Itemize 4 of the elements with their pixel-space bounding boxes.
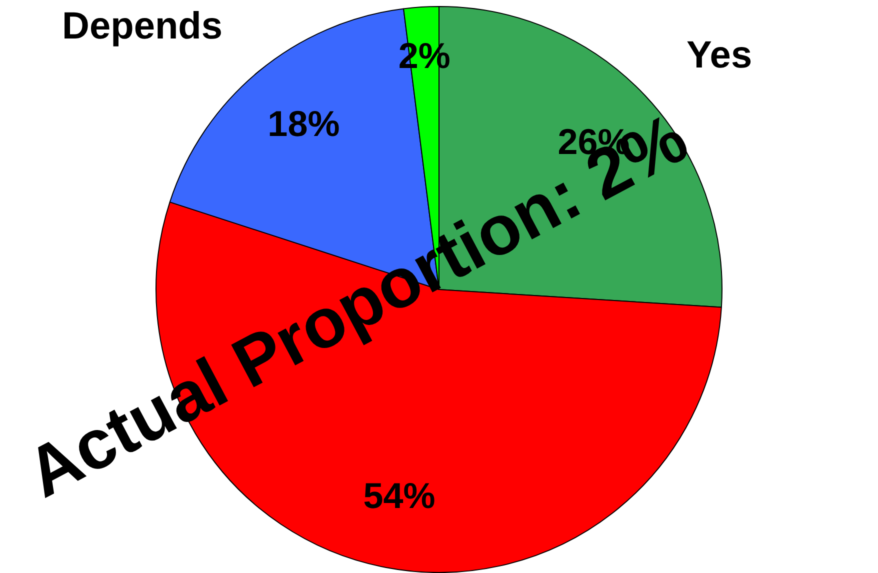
slice-label: Yes [686, 34, 752, 77]
slice-label: Depends [62, 5, 223, 48]
data-label: 54% [363, 474, 436, 516]
data-label: 18% [268, 102, 340, 144]
